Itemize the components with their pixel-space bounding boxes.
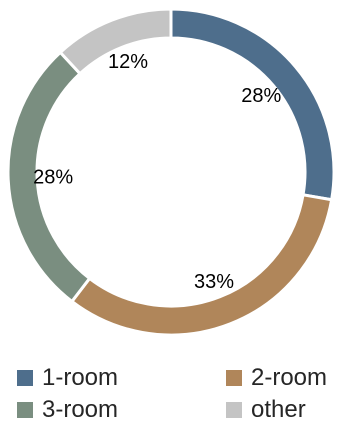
data-label-other: 12% [108,51,148,73]
legend-label-other: other [251,396,306,423]
slice-2-room [69,193,334,337]
data-label-1-room: 28% [241,85,281,107]
legend-item-1-room: 1-room [17,363,118,393]
legend-swatch-2-room [226,370,242,386]
legend-swatch-1-room [17,370,33,386]
legend-item-2-room: 2-room [226,363,327,393]
legend-swatch-other [226,402,242,418]
legend-item-other: other [226,395,306,425]
legend-label-2-room: 2-room [251,364,328,391]
data-label-3-room: 28% [33,167,73,189]
data-label-2-room: 33% [194,271,234,293]
legend-item-3-room: 3-room [17,395,118,425]
legend-label-3-room: 3-room [42,396,119,423]
legend-label-1-room: 1-room [42,364,119,391]
legend-swatch-3-room [17,402,33,418]
slice-other [58,7,173,76]
donut-svg: 28% 33% 28% 12% [6,7,336,337]
